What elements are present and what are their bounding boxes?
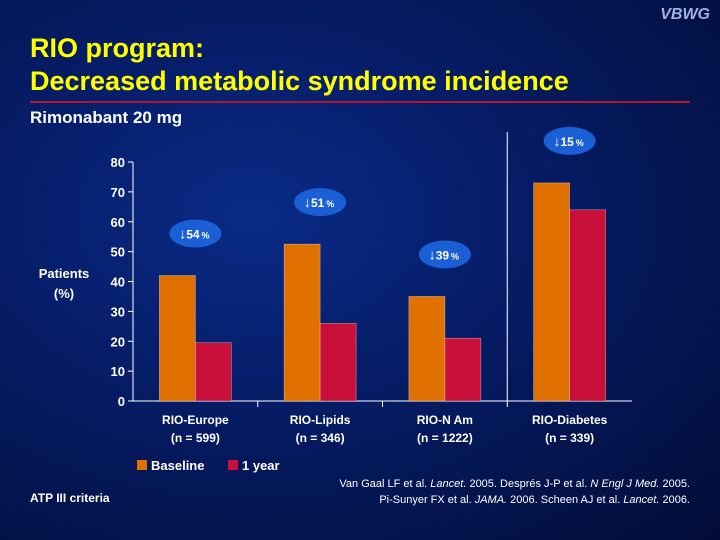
reference-fragment: 2006. [659,494,690,506]
y-tick-label: 10 [111,364,125,379]
title-line-2: Decreased metabolic syndrome incidence [30,66,569,96]
x-category-n-label: (n = 339) [545,431,594,445]
x-category-label: RIO-Europe [162,413,229,427]
y-axis-label-unit: (%) [54,286,74,301]
y-tick-label: 70 [111,185,125,200]
y-tick-label: 40 [111,275,125,290]
reference-fragment: JAMA. [474,494,508,506]
legend-label: Baseline [151,458,204,473]
reference-fragment: N Engl J Med. [590,478,660,490]
y-tick-label: 0 [118,394,125,409]
reference-fragment: Lancet. [430,478,467,490]
bar-baseline [533,182,570,402]
title-line-1: RIO program: [30,33,205,63]
y-tick-label: 50 [111,245,125,260]
reduction-badge [418,240,471,269]
reference-fragment: 2005. [659,478,690,490]
slide-subtitle: Rimonabant 20 mg [30,108,183,127]
reduction-label: ↓39% [429,246,459,262]
x-category-n-label: (n = 599) [171,431,220,445]
y-tick-label: 80 [111,155,125,170]
footer-criteria: ATP III criteria [30,491,110,505]
bar-baseline [283,243,321,402]
x-category-label: RIO-Diabetes [532,413,608,427]
brand-logo: VBWG [660,6,710,23]
y-tick-label: 30 [111,304,125,319]
x-category-n-label: (n = 1222) [417,431,473,445]
y-axis-label: Patients [39,266,90,281]
bar-1-year [319,323,357,402]
bar-baseline [408,296,446,402]
references: Van Gaal LF et al. Lancet. 2005. Després… [339,476,690,508]
reference-fragment: 2005. Després J-P et al. [466,478,591,490]
reference-line-1: Van Gaal LF et al. Lancet. 2005. Després… [339,476,690,492]
y-tick-label: 60 [111,215,125,230]
bar-1-year [569,209,606,402]
x-category-label: RIO-N Am [417,413,473,427]
slide-title: RIO program: Decreased metabolic syndrom… [30,32,569,98]
title-divider [30,101,690,103]
reduction-badge [294,188,347,217]
reduction-label: ↓51% [304,194,334,210]
legend-swatch [137,460,147,470]
reference-fragment: 2006. Scheen AJ et al. [507,494,624,506]
y-tick-label: 20 [111,334,125,349]
bar-1-year [195,342,232,402]
x-category-n-label: (n = 346) [296,431,345,445]
legend-swatch [228,460,238,470]
reduction-label: ↓54% [179,226,209,242]
x-category-label: RIO-Lipids [290,413,351,427]
legend-label: 1 year [242,458,280,473]
reduction-badge [543,126,596,155]
bar-1-year [444,337,482,402]
reference-line-2: Pi-Sunyer FX et al. JAMA. 2006. Scheen A… [339,492,690,508]
reduction-label: ↓15% [553,133,583,149]
reference-fragment: Lancet. [623,494,660,506]
reference-fragment: Pi-Sunyer FX et al. [379,494,475,506]
reference-fragment: Van Gaal LF et al. [339,478,431,490]
bar-baseline [159,275,196,402]
reduction-badge [169,219,222,248]
